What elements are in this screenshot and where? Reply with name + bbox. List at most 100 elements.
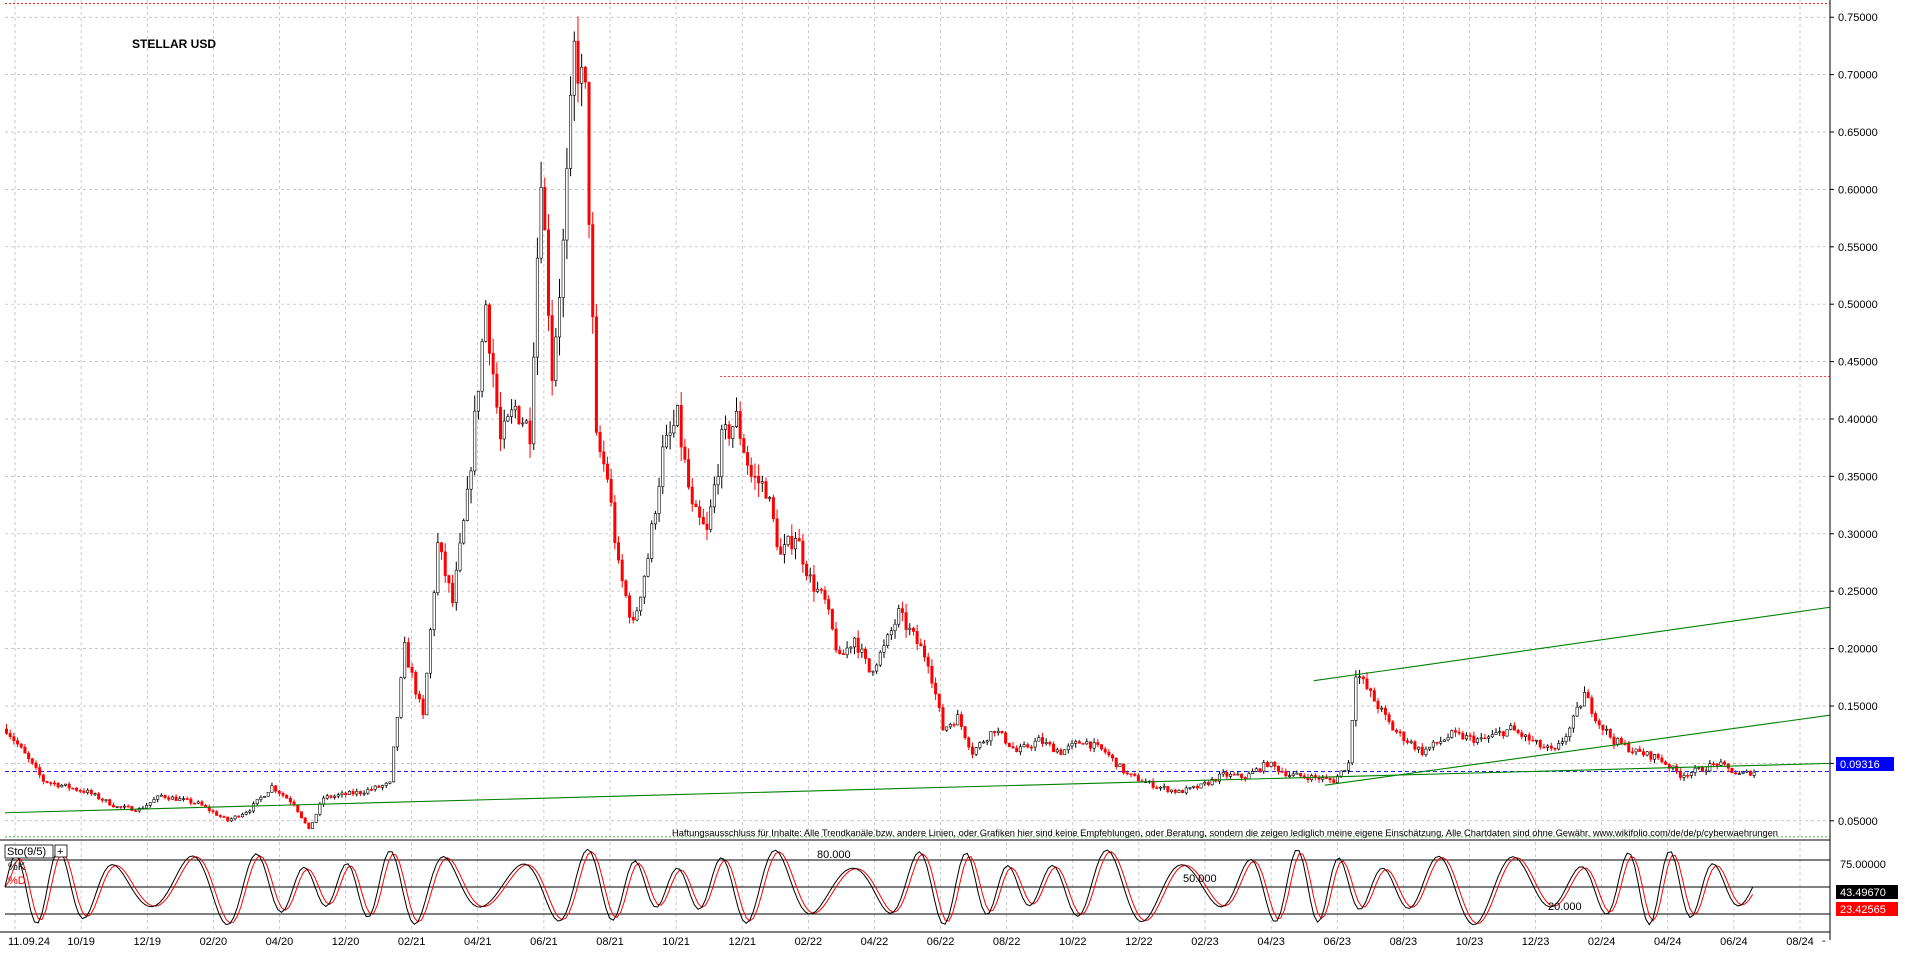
candle-body: [1081, 743, 1085, 745]
candle-body: [775, 518, 779, 548]
candle-body: [1070, 743, 1074, 747]
candle-body: [1299, 772, 1303, 777]
candle-body: [248, 810, 252, 813]
candle-body: [727, 424, 731, 439]
candle-body: [270, 785, 274, 793]
candle-body: [1188, 787, 1192, 789]
candle-body: [1136, 775, 1140, 782]
candle-body: [543, 187, 547, 231]
candle-body: [178, 798, 182, 801]
candle-body: [1229, 773, 1233, 777]
candle-body: [491, 353, 495, 375]
candle-body: [1597, 720, 1601, 726]
scroll-left-icon[interactable]: -: [1822, 935, 1826, 947]
candle-body: [167, 797, 171, 800]
candle-body: [808, 574, 812, 577]
candle-body: [1265, 762, 1269, 767]
candle-body: [506, 416, 510, 422]
candle-body: [23, 746, 27, 754]
candle-body: [1446, 737, 1450, 741]
sto-expand-button[interactable]: [54, 844, 68, 858]
candle-body: [1619, 738, 1623, 744]
candle-body: [130, 806, 134, 811]
candle-body: [222, 816, 226, 818]
x-tick-label: 06/23: [1323, 936, 1351, 948]
y-tick-label: 0.75000: [1838, 12, 1878, 24]
candle-body: [174, 796, 178, 801]
time-axis: 11.09.24 10/19 12/19 02/20 04/20 12/20 02/21 04…: [0, 931, 1830, 948]
candle-body: [609, 478, 613, 503]
candle-body: [1608, 728, 1612, 738]
candle-body: [255, 799, 259, 804]
candle-body: [414, 672, 418, 695]
x-tick-label: 04/21: [464, 936, 492, 948]
candle-body: [661, 446, 665, 487]
candle-body: [1074, 741, 1078, 744]
candle-body: [1675, 765, 1679, 772]
sto-label-box[interactable]: [4, 844, 54, 859]
candle-body: [1018, 746, 1022, 753]
candle-body: [362, 792, 366, 795]
candle-body: [440, 542, 444, 553]
candle-body: [580, 66, 584, 84]
candle-body: [1376, 700, 1380, 710]
candle-body: [1627, 743, 1631, 753]
candle-body: [1406, 740, 1410, 743]
trendline: [1313, 606, 1831, 682]
candle-body: [19, 743, 23, 748]
candle-body: [856, 637, 860, 653]
candle-body: [1656, 754, 1660, 759]
candle-body: [1678, 771, 1682, 778]
candle-body: [760, 481, 764, 484]
candle-body: [156, 795, 160, 800]
candle-body: [834, 628, 838, 651]
candle-body: [487, 304, 491, 354]
sto-indicator-label[interactable]: Sto(9/5): [7, 846, 46, 858]
candle-body: [510, 409, 514, 417]
candle-body: [1203, 782, 1207, 785]
candle-body: [451, 582, 455, 603]
candle-body: [1520, 732, 1524, 737]
candle-body: [930, 665, 934, 684]
candle-body: [1557, 743, 1561, 750]
candle-body: [1041, 737, 1045, 744]
candle-body: [1487, 736, 1491, 739]
candle-body: [731, 426, 735, 439]
candle-body: [215, 811, 219, 816]
candle-body: [1560, 741, 1564, 744]
candle-body: [78, 790, 82, 792]
candle-body: [259, 797, 263, 800]
candle-body: [1531, 739, 1535, 742]
x-tick-label: 04/22: [861, 936, 889, 948]
trendline: [1324, 714, 1831, 786]
candle-body: [152, 799, 156, 803]
candle-body: [443, 551, 447, 576]
candle-body: [768, 497, 772, 499]
candle-body: [1568, 727, 1572, 737]
candle-body: [244, 811, 248, 815]
candle-body: [1402, 731, 1406, 741]
candle-body: [753, 475, 757, 478]
candle-body: [303, 817, 307, 824]
candle-body: [1096, 742, 1100, 745]
candle-body: [299, 811, 303, 819]
candle-body: [937, 693, 941, 708]
candle-body: [480, 341, 484, 392]
candle-body: [1745, 770, 1749, 773]
candle-body: [1686, 775, 1690, 777]
x-tick-label: 12/21: [728, 936, 756, 948]
candle-body: [956, 714, 960, 726]
candle-body: [594, 316, 598, 433]
candle-body: [417, 693, 421, 700]
candle-body: [351, 791, 355, 795]
candle-body: [1509, 725, 1513, 730]
candle-body: [867, 658, 871, 673]
candle-body: [252, 803, 256, 812]
candle-body: [694, 503, 698, 508]
candle-body: [1026, 744, 1030, 748]
candle-body: [38, 767, 42, 776]
candle-body: [793, 538, 797, 550]
x-tick-label: 08/23: [1390, 936, 1418, 948]
x-tick-label: 02/22: [795, 936, 823, 948]
